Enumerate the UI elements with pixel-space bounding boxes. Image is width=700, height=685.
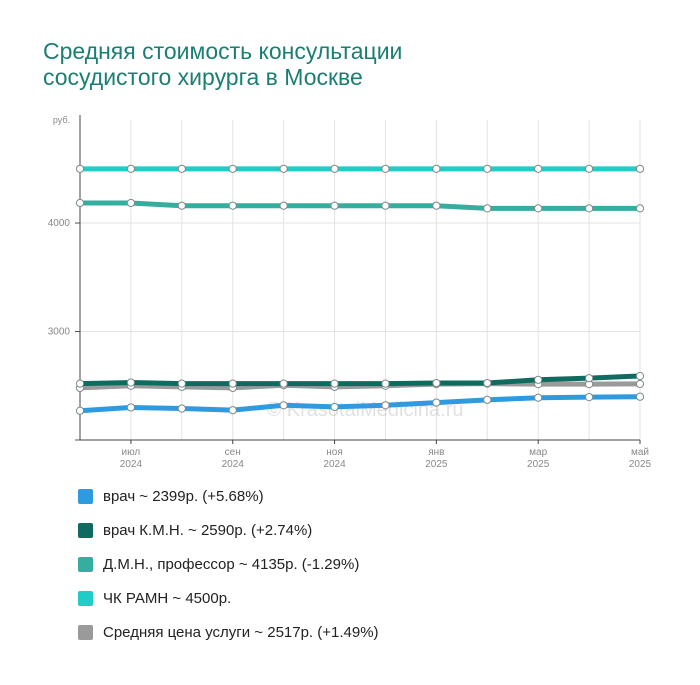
data-point xyxy=(126,403,136,412)
data-point xyxy=(584,164,594,173)
x-tick-label-year: 2025 xyxy=(629,459,652,470)
data-point xyxy=(432,378,441,388)
x-tick-label-month: сен xyxy=(225,447,241,458)
data-point xyxy=(228,379,237,388)
x-tick-label-year: 2024 xyxy=(222,459,245,470)
chart-title-line-2: сосудистого хирурга в Москве xyxy=(43,64,363,90)
legend-label: врач ~ 2399р. (+5.68%) xyxy=(103,487,264,505)
series-4 xyxy=(75,164,645,173)
data-point xyxy=(228,164,237,173)
x-tick-label-month: ноя xyxy=(326,447,343,458)
x-tick-label-year: 2024 xyxy=(323,459,346,470)
legend-item[interactable]: Средняя цена услуги ~ 2517р. (+1.49%) xyxy=(78,621,379,643)
data-point xyxy=(126,378,136,387)
data-point xyxy=(75,379,85,388)
data-point xyxy=(534,393,543,402)
x-tick-label-month: мар xyxy=(529,447,547,458)
data-point xyxy=(483,204,492,213)
legend-item[interactable]: врач К.М.Н. ~ 2590р. (+2.74%) xyxy=(78,519,312,541)
x-tick-label-month: янв xyxy=(428,447,444,458)
data-point xyxy=(177,404,186,413)
series-line xyxy=(77,381,643,391)
data-point xyxy=(330,164,339,173)
legend-label: Д.М.Н., профессор ~ 4135р. (-1.29%) xyxy=(103,555,360,573)
data-point xyxy=(177,201,186,210)
data-point xyxy=(228,406,237,415)
data-point xyxy=(534,164,543,173)
data-point xyxy=(584,393,594,402)
legend-swatch xyxy=(78,522,93,538)
data-point xyxy=(126,198,136,208)
series-line xyxy=(77,200,643,211)
legend-item[interactable]: ЧК РАМН ~ 4500р. xyxy=(78,587,231,609)
data-point xyxy=(483,395,492,404)
data-point xyxy=(381,164,390,173)
data-point xyxy=(584,204,594,213)
series-line xyxy=(77,373,643,387)
data-point xyxy=(228,201,237,210)
data-point xyxy=(635,379,645,389)
series-3 xyxy=(75,198,645,213)
x-tick-label-year: 2024 xyxy=(120,459,143,470)
legend-item[interactable]: Д.М.Н., профессор ~ 4135р. (-1.29%) xyxy=(78,553,359,575)
data-point xyxy=(330,379,339,388)
data-point xyxy=(635,371,645,381)
x-tick-label-year: 2025 xyxy=(425,459,448,470)
series-2 xyxy=(75,371,645,388)
legend-label: врач К.М.Н. ~ 2590р. (+2.74%) xyxy=(103,521,313,539)
data-point xyxy=(330,201,339,210)
data-point xyxy=(177,379,186,388)
legend-item[interactable]: врач ~ 2399р. (+5.68%) xyxy=(78,485,264,507)
data-point xyxy=(635,204,645,213)
data-point xyxy=(75,198,85,208)
data-point xyxy=(534,375,543,384)
data-point xyxy=(75,164,85,173)
legend-swatch xyxy=(78,556,93,572)
series-line xyxy=(77,394,643,414)
y-tick-label: 3000 xyxy=(48,327,71,338)
x-tick-label-month: июл xyxy=(122,447,141,458)
data-point xyxy=(177,164,186,173)
data-point xyxy=(279,201,288,210)
y-tick-label: 4000 xyxy=(48,218,71,229)
data-point xyxy=(483,164,492,173)
data-point xyxy=(483,378,492,388)
legend-swatch xyxy=(78,488,93,504)
legend-label: Средняя цена услуги ~ 2517р. (+1.49%) xyxy=(103,623,379,641)
data-point xyxy=(279,379,288,388)
data-point xyxy=(381,401,390,410)
data-point xyxy=(635,164,645,173)
legend-swatch xyxy=(78,590,93,606)
data-point xyxy=(330,402,339,412)
data-point xyxy=(75,406,85,415)
data-point xyxy=(381,201,390,210)
data-point xyxy=(126,164,136,173)
x-tick-label-month: май xyxy=(631,447,649,458)
data-point xyxy=(534,204,543,213)
legend-swatch xyxy=(78,624,93,640)
data-point xyxy=(381,379,390,388)
data-point xyxy=(584,374,594,383)
data-point xyxy=(432,164,441,173)
data-point xyxy=(279,401,288,410)
chart-title-line-1: Средняя стоимость консультации xyxy=(43,38,403,64)
legend-label: ЧК РАМН ~ 4500р. xyxy=(103,589,232,607)
x-tick-label-year: 2025 xyxy=(527,459,550,470)
data-point xyxy=(432,398,441,407)
series-1 xyxy=(75,392,645,415)
y-unit-label: руб. xyxy=(53,115,70,125)
line-chart: 30004000руб.июл2024сен2024ноя2024янв2025… xyxy=(48,115,652,470)
chart-title: Средняя стоимость консультации сосудисто… xyxy=(43,38,663,90)
data-point xyxy=(432,201,441,210)
data-point xyxy=(279,164,288,173)
data-point xyxy=(635,392,645,401)
